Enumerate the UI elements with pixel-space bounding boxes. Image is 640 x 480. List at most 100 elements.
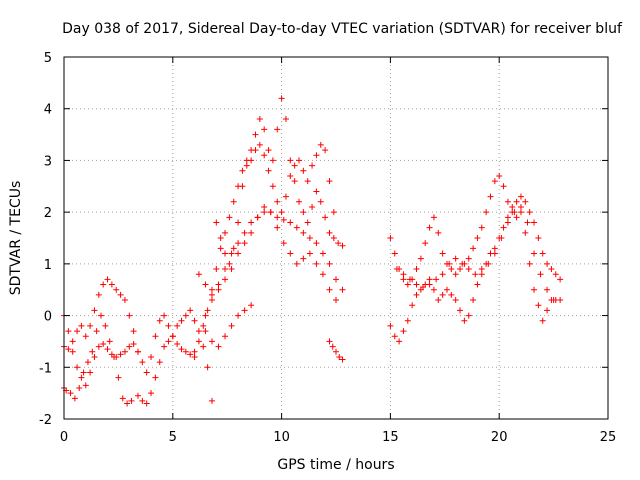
point-t11-30 [517,203,524,210]
point-t3-13 [115,374,122,381]
x-axis-title: GPS time / hours [277,457,394,473]
point-t12-9 [426,276,433,283]
point-t5-25 [300,209,307,216]
point-t13-8 [446,260,453,267]
point-t6-5 [235,219,242,226]
point-t1-16 [130,341,137,348]
point-t13-13 [478,266,485,273]
point-t6-9 [252,147,259,154]
point-t3-7 [89,348,96,355]
point-t6-4 [230,245,237,252]
x-tick-label-5: 25 [600,430,617,445]
point-t4-10 [178,317,185,324]
point-t8-2 [208,291,215,298]
series-t8 [195,203,339,304]
point-t4-12 [187,307,194,314]
point-t12-24 [491,245,498,252]
point-t13-0 [393,266,400,273]
point-t5-15 [256,116,263,123]
point-t1-5 [82,382,89,389]
point-t13-3 [413,281,420,288]
point-t13-1 [400,271,407,278]
point-t8-13 [280,240,287,247]
point-t7-12 [280,216,287,223]
point-t6-16 [282,193,289,200]
point-t5-16 [261,126,268,133]
point-t4-5 [156,359,163,366]
point-t8-21 [333,297,339,304]
point-t11-15 [452,271,459,278]
x-tick-label-0: 0 [60,430,68,445]
point-t3-2 [67,390,74,397]
point-t11-7 [417,255,424,262]
x-tick-label-3: 15 [382,430,399,445]
point-t8-19 [319,271,326,278]
point-t4-7 [165,338,172,345]
point-t1-10 [104,346,111,353]
point-t13-10 [459,260,466,267]
point-t5-9 [230,198,237,205]
point-t2-3 [74,328,81,335]
point-t12-31 [522,229,529,236]
point-t7-21 [339,286,346,293]
point-t6-20 [300,167,307,174]
point-t12-26 [500,224,507,231]
point-t4-1 [139,397,146,404]
point-t4-11 [182,312,189,319]
point-t6-15 [278,209,285,216]
point-t5-32 [330,235,337,241]
point-t1-14 [121,348,128,355]
point-t4-15 [200,343,207,350]
point-t8-0 [195,271,202,278]
y-tick-label-5: 3 [44,154,52,169]
point-t1-22 [156,317,163,324]
point-t4-3 [148,390,155,397]
point-t5-20 [278,95,285,102]
point-t13-7 [439,271,446,278]
point-t13-14 [485,260,492,267]
point-t1-28 [182,348,189,355]
point-t13-15 [491,250,498,257]
point-t6-13 [269,183,276,190]
point-t13-6 [433,276,440,283]
data-points [61,95,564,407]
point-t7-14 [293,224,300,231]
point-t13-5 [426,281,433,288]
point-t1-13 [117,351,124,358]
point-t2-17 [134,348,141,355]
point-t2-7 [91,307,98,314]
point-t11-29 [513,214,520,221]
point-t6-26 [326,178,333,185]
point-t8-16 [300,255,307,262]
point-t12-3 [400,328,407,335]
axis-ticks: 0 5 10 15 20 25 -2 -1 0 1 2 3 4 5 [39,51,616,445]
point-t2-6 [87,322,94,329]
point-t12-30 [517,209,524,216]
point-t3-6 [84,359,91,366]
y-tick-label-7: 5 [44,51,52,66]
point-t13-18 [511,209,518,216]
point-t7-7 [248,219,255,226]
point-t1-26 [174,341,181,348]
point-t4-9 [174,322,181,329]
point-t6-27 [330,209,337,216]
series-t7 [202,209,346,319]
series-t3 [61,312,135,407]
point-t12-12 [439,291,446,298]
chart-title: Day 038 of 2017, Sidereal Day-to-day VTE… [62,21,623,37]
point-t6-14 [274,198,281,205]
point-t7-20 [333,276,339,283]
point-t7-17 [313,240,320,247]
point-t11-1 [391,250,398,257]
point-t10-2 [333,348,339,355]
point-t13-24 [550,297,557,304]
point-t6-6 [239,183,246,190]
point-t2-10 [104,276,111,283]
point-t1-21 [152,333,159,340]
point-t8-14 [287,250,294,257]
point-t11-19 [470,245,477,252]
point-t8-18 [313,260,320,267]
point-t11-25 [496,172,503,179]
point-t11-27 [504,198,511,205]
point-t12-5 [409,302,416,309]
